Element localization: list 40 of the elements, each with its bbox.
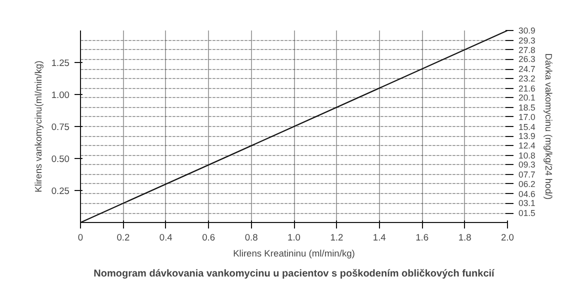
x-tick-label: 1.0 [288,232,300,242]
y2-tick-label: 03.1 [518,198,536,208]
y-axis-title: Klirens vankomycinu(ml/min/kg) [33,60,44,192]
x-tick-label: 0.8 [244,232,258,242]
y2-axis-title: Dávka vakomycinu (mg/kg/24 hod/) [543,53,554,200]
y2-tick-label: 15.4 [518,122,536,132]
y2-tick-label: 30.9 [518,26,536,36]
y2-tick-label: 13.9 [518,131,536,142]
y2-tick-label: 27.8 [518,44,536,55]
y2-tick-label: 06.2 [518,178,536,189]
text: Nomogram dávkovania vankomycinu u pacientov s poškodením obličkových funkcií [94,268,496,280]
y2-tick-label: 21.6 [518,83,536,94]
y2-tick-label: 29.3 [518,35,536,46]
y2-tick-label: 20.1 [518,92,536,103]
x-tick-label: 1.2 [330,232,344,242]
y-tick-label: 1.00 [51,90,70,100]
y-tick-label: 0.25 [51,186,70,196]
x-tick-label: 0 [78,232,84,242]
x-tick-label: 0.4 [159,232,172,242]
x-tick-label: 1.6 [416,232,429,242]
x-tick-label: 0.6 [202,232,216,242]
y2-tick-label: 01.5 [518,208,536,218]
x-tick-label: 0.2 [116,232,130,242]
y2-tick-label: 23.2 [518,73,536,84]
y2-tick-label: 17.0 [518,112,536,122]
x-tick-label: 2.0 [501,232,514,242]
y2-tick-label: 18.5 [518,102,536,113]
y2-tick-label: 09.3 [518,160,536,170]
y2-tick-label: 04.6 [518,188,536,199]
x-tick-label: 1.4 [372,232,386,242]
y2-tick-label: 07.7 [518,170,536,180]
x-tick-label: 1.8 [458,232,472,242]
y-tick-label: 0.75 [51,122,70,132]
y2-tick-label: 10.8 [518,150,536,160]
y2-tick-label: 24.7 [518,64,536,74]
y-tick-label: 1.25 [51,58,70,68]
x-axis-title: Klirens Kreatininu (ml/min/kg) [233,248,355,258]
y2-tick-label: 12.4 [518,140,536,150]
y2-tick-label: 26.3 [518,54,536,64]
y-tick-label: 0.50 [51,154,70,164]
